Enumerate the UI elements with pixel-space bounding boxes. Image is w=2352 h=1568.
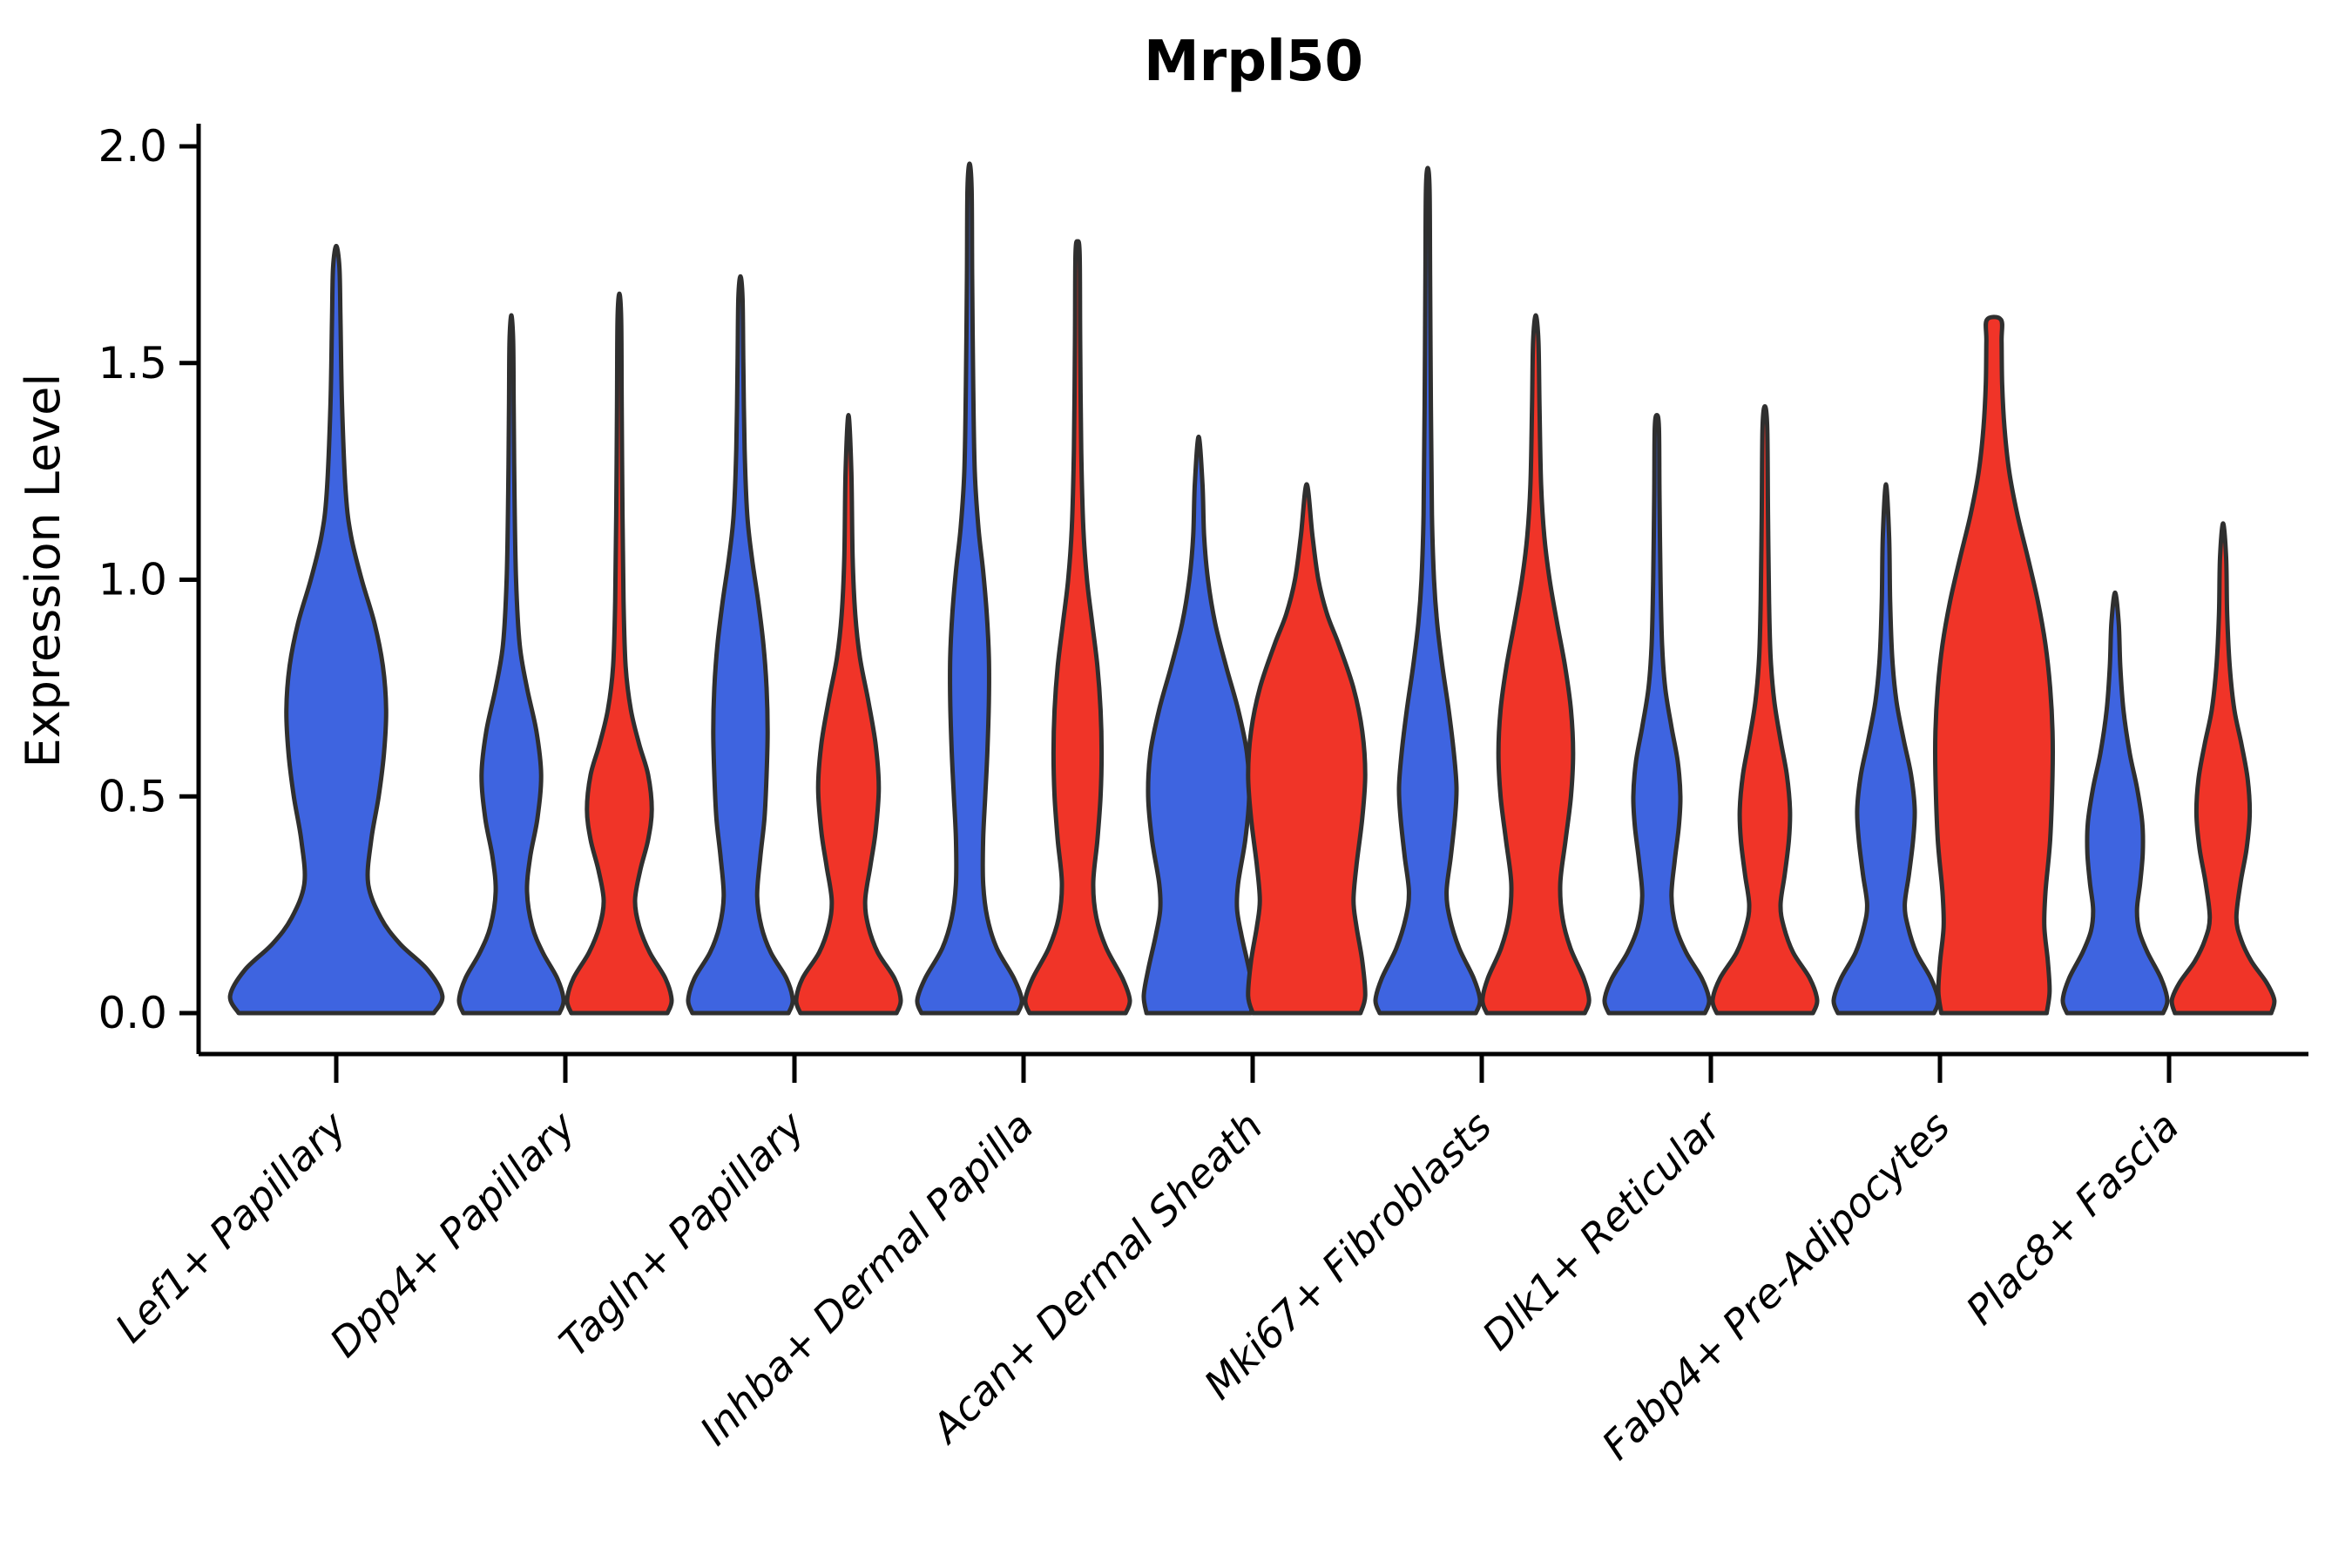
violins [227, 161, 2277, 1016]
y-tick-label: 2.0 [98, 121, 167, 172]
violin-blue-0 [227, 243, 445, 1016]
y-tick-label: 1.0 [98, 555, 167, 605]
y-tick-label: 0.0 [98, 988, 167, 1038]
y-tick-label: 1.5 [98, 338, 167, 389]
x-category-label: Dpp4+ Papillary [321, 1102, 585, 1366]
violin-blue-1 [456, 313, 566, 1016]
violin-blue-2 [686, 274, 795, 1016]
axes [179, 124, 2308, 1083]
violin-blue-6 [1602, 412, 1712, 1016]
violin-blue-8 [2060, 590, 2170, 1016]
chart-title: Mrpl50 [1144, 30, 1363, 94]
violin-red-4 [1246, 482, 1368, 1016]
violin-blue-5 [1373, 166, 1483, 1016]
x-category-label: Dlk1+ Reticular [1473, 1100, 1732, 1359]
x-category-label: Plac8+ Fascia [1957, 1103, 2187, 1334]
violin-red-3 [1023, 239, 1132, 1016]
violin-red-5 [1480, 313, 1592, 1016]
violin-red-7 [1932, 314, 2056, 1016]
violin-blue-3 [915, 161, 1024, 1016]
violin-red-6 [1710, 404, 1820, 1016]
violin-blue-7 [1831, 482, 1941, 1016]
violin-blue-4 [1141, 434, 1256, 1016]
x-category-label: Lef1+ Papillary [106, 1102, 355, 1351]
y-tick-label: 0.5 [98, 771, 167, 821]
y-axis-label: Expression Level [16, 374, 71, 768]
violin-red-2 [794, 412, 903, 1016]
violin-red-8 [2169, 521, 2277, 1016]
x-category-label: Tagln+ Papillary [550, 1102, 814, 1366]
violin-red-1 [564, 291, 674, 1016]
